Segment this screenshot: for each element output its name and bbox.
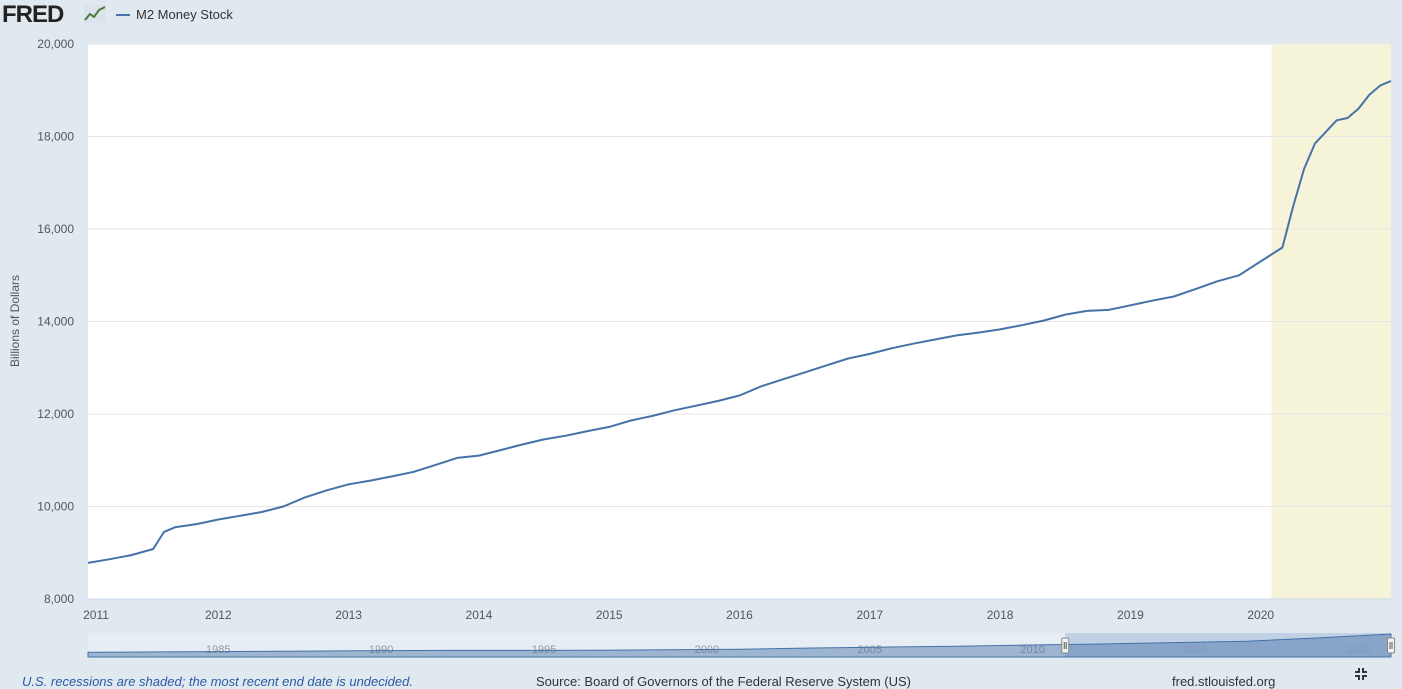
- navigator-year-label: 2010: [1020, 644, 1044, 656]
- x-tick-label: 2018: [987, 608, 1014, 622]
- legend-series-swatch: [116, 14, 130, 16]
- navigator-year-label: 2000: [695, 644, 719, 656]
- recession-footnote: U.S. recessions are shaded; the most rec…: [22, 674, 413, 689]
- chart-header: FRED M2 Money Stock: [0, 0, 1402, 32]
- navigator-year-label: 1985: [206, 644, 230, 656]
- x-tick-label: 2016: [726, 608, 753, 622]
- navigator-year-label: 1990: [369, 644, 393, 656]
- legend-series-label: M2 Money Stock: [136, 7, 233, 22]
- x-tick-label: 2014: [466, 608, 493, 622]
- y-tick-label: 8,000: [44, 592, 74, 606]
- y-tick-label: 16,000: [37, 222, 74, 236]
- navigator-handle-left[interactable]: [1061, 637, 1070, 654]
- x-tick-label: 2015: [596, 608, 623, 622]
- source-note: Source: Board of Governors of the Federa…: [536, 674, 911, 689]
- x-tick-label: 2012: [205, 608, 232, 622]
- fred-logo[interactable]: FRED: [2, 1, 64, 28]
- fred-logo-graph-icon: [84, 5, 106, 23]
- exit-fullscreen-icon[interactable]: [1354, 667, 1368, 681]
- gridlines: [88, 43, 1391, 507]
- y-axis-label: Billions of Dollars: [8, 275, 22, 367]
- x-axis-tick-labels: 2011 2012 2013 2014 2015 2016 2017 2018 2019 2020: [83, 608, 1274, 622]
- x-tick-label: 2020: [1247, 608, 1274, 622]
- y-axis-tick-labels: 8,000 10,000 12,000 14,000 16,000 18,000 20,00…: [37, 37, 74, 606]
- y-tick-label: 10,000: [37, 500, 74, 514]
- y-tick-label: 18,000: [37, 130, 74, 144]
- navigator[interactable]: 19851990199520002005201020152020: [87, 633, 1395, 658]
- chart-svg: 8,000 10,000 12,000 14,000 16,000 18,000 20,00…: [8, 37, 1395, 658]
- y-tick-label: 14,000: [37, 315, 74, 329]
- y-tick-label: 20,000: [37, 37, 74, 51]
- x-tick-label: 2019: [1117, 608, 1144, 622]
- y-tick-label: 12,000: [37, 407, 74, 421]
- series-line-m2[interactable]: [87, 80, 1392, 564]
- navigator-handle-right[interactable]: [1387, 637, 1395, 654]
- x-tick-label: 2011: [83, 608, 109, 622]
- x-tick-label: 2013: [335, 608, 362, 622]
- x-tick-label: 2017: [856, 608, 883, 622]
- site-link[interactable]: fred.stlouisfed.org: [1172, 674, 1276, 689]
